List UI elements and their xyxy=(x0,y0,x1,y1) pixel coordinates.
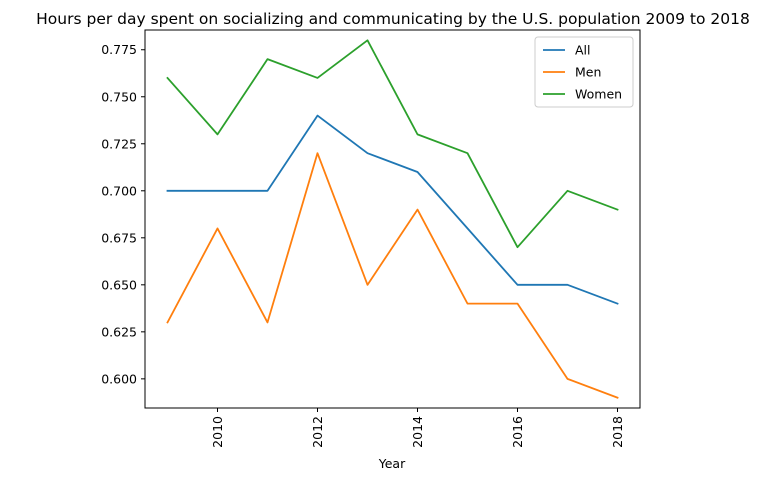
y-tick-label: 0.650 xyxy=(101,277,137,292)
x-tick-label: 2014 xyxy=(410,416,425,448)
series-line-women xyxy=(166,39,619,249)
plot-frame xyxy=(144,29,641,409)
legend-label: Women xyxy=(575,87,622,102)
legend: All Men Women xyxy=(534,36,634,108)
x-axis-label: Year xyxy=(378,456,406,471)
y-tick-label: 0.675 xyxy=(101,230,137,245)
series-layer xyxy=(166,39,619,399)
y-tick-label: 0.700 xyxy=(101,183,137,198)
x-tick-label: 2012 xyxy=(310,416,325,448)
y-tick-label: 0.750 xyxy=(101,89,137,104)
y-tick-label: 0.775 xyxy=(101,42,137,57)
y-tick-label: 0.625 xyxy=(101,324,137,339)
series-line-all xyxy=(166,114,619,305)
x-tick-label: 2018 xyxy=(610,416,625,448)
x-tick-label: 2010 xyxy=(210,416,225,448)
series-line-men xyxy=(166,152,619,399)
y-tick-label: 0.725 xyxy=(101,136,137,151)
chart-title: Hours per day spent on socializing and c… xyxy=(36,10,750,28)
legend-label: All xyxy=(575,43,591,58)
x-tick-label: 2016 xyxy=(510,416,525,448)
y-tick-label: 0.600 xyxy=(101,371,137,386)
legend-label: Men xyxy=(575,65,601,80)
axes-layer: 0.600 0.625 0.650 0.675 0.700 0.725 0.750 0.775… xyxy=(101,29,641,448)
legend-box xyxy=(534,36,634,108)
